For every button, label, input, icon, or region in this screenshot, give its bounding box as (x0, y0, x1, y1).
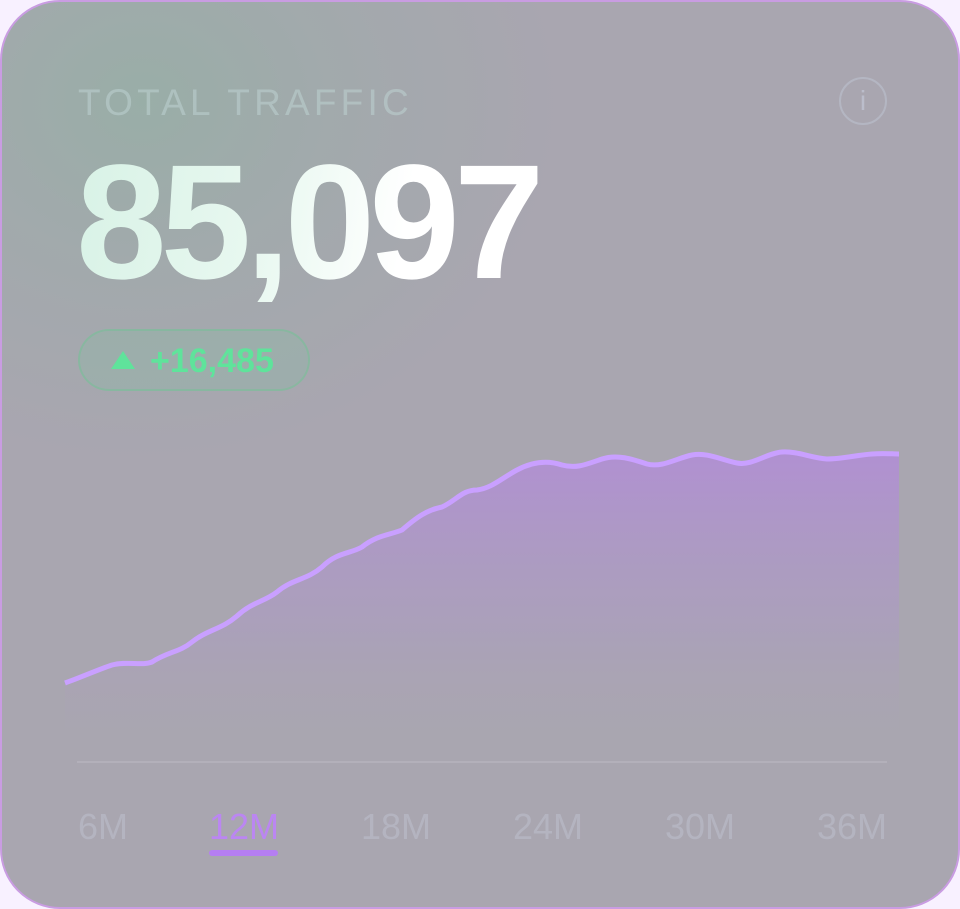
delta-value: +16,485 (150, 342, 274, 380)
info-icon[interactable]: i (839, 77, 887, 125)
chart-area-fill (65, 451, 899, 762)
tab-18m[interactable]: 18M (361, 806, 432, 847)
active-tab-indicator (209, 850, 278, 856)
tab-12m[interactable]: 12M (209, 806, 280, 847)
total-traffic-value: 85,097 (76, 130, 545, 313)
chart-baseline (77, 761, 887, 763)
delta-badge: +16,485 (78, 329, 310, 391)
card-title: TOTAL TRAFFIC (78, 82, 413, 123)
tab-36m[interactable]: 36M (817, 806, 888, 847)
info-glyph: i (859, 85, 867, 116)
tab-6m[interactable]: 6M (78, 806, 129, 847)
triangle-up-icon (111, 351, 135, 369)
tab-24m[interactable]: 24M (513, 806, 584, 847)
tab-30m[interactable]: 30M (665, 806, 736, 847)
range-tabs: 6M 12M 18M 24M 30M 36M (2, 802, 958, 862)
chart-line (64, 449, 900, 686)
